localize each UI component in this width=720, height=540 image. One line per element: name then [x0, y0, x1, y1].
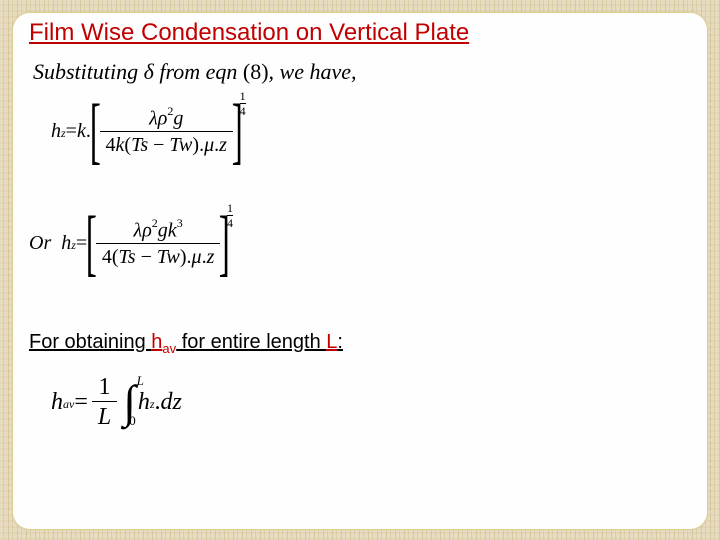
length-L: L	[326, 331, 337, 353]
body-mid: for entire length	[176, 331, 326, 353]
eq1-Ts: Ts	[131, 134, 148, 156]
body-line: For obtaining hav for entire length L:	[29, 331, 343, 356]
sub-suffix: , we have,	[269, 59, 357, 84]
eq2-4: 4	[102, 246, 112, 268]
eq2-or: Or	[29, 232, 51, 255]
eq2-exponent: 1 4	[227, 202, 233, 229]
eq3-dz: dz	[161, 389, 182, 416]
eq1-equals: =	[66, 120, 77, 143]
eq1-lhs-sub: z	[61, 126, 66, 141]
eq3-sub: av	[63, 397, 74, 412]
eq2-z: z	[207, 246, 215, 268]
eq2-lambda: λ	[134, 220, 143, 242]
equation-hav-integral: hav = 1 L ∫ L 0 hz.dz	[51, 375, 182, 429]
eq1-exponent: 1 4	[240, 90, 246, 117]
eq3-frac-den: L	[92, 401, 117, 429]
eq2-rho: ρ	[142, 220, 152, 242]
eq1-z: z	[219, 134, 227, 156]
eq1-den: 4k(Ts − Tw).μ.z	[100, 131, 233, 155]
eq1-fraction: λρ2g 4k(Ts − Tw).μ.z	[100, 107, 233, 155]
eq1-exp-den: 4	[240, 103, 246, 117]
hav-h: h	[151, 331, 162, 353]
eq2-mu: μ	[192, 246, 202, 268]
eq1-mu: μ	[204, 134, 214, 156]
integral-icon: ∫ L 0	[123, 384, 136, 421]
eq2-open: (	[112, 246, 119, 268]
eq2-den: 4(Ts − Tw).μ.z	[96, 243, 221, 267]
eq1-4: 4	[106, 134, 116, 156]
hav-sub: av	[162, 341, 176, 356]
substituting-line: Substituting δ from eqn (8), we have,	[33, 59, 357, 85]
eq1-num: λρ2g	[143, 107, 189, 131]
left-bracket-icon: [	[90, 101, 101, 161]
eq3-equals: =	[74, 389, 88, 416]
eq1-lhs-h: h	[51, 120, 61, 143]
eq2-close: )	[180, 246, 187, 268]
slide-card: Film Wise Condensation on Vertical Plate…	[12, 12, 708, 530]
body-pre: For obtaining	[29, 331, 151, 353]
eqn-ref: (8)	[243, 59, 269, 84]
hav-symbol: hav	[151, 331, 176, 353]
int-upper: L	[137, 376, 144, 386]
eq3-hz-h: h	[138, 389, 150, 416]
eq2-exp-num: 1	[227, 202, 233, 215]
eq2-lhs-h: h	[61, 232, 71, 255]
eq1-minus: −	[148, 134, 169, 156]
eq2-minus: −	[136, 246, 157, 268]
eq1-rho: ρ	[158, 108, 168, 130]
delta-symbol: δ	[144, 59, 154, 84]
equation-hz-first: hz = k. [ λρ2g 4k(Ts − Tw).μ.z ] 1 4	[51, 101, 246, 161]
eq2-rho-exp: 2	[152, 216, 158, 230]
eq1-rho-exp: 2	[167, 104, 173, 118]
eq3-hz-sub: z	[150, 397, 155, 412]
eq2-exp-den: 4	[227, 215, 233, 229]
slide-title: Film Wise Condensation on Vertical Plate	[29, 19, 469, 47]
sub-prefix: Substituting	[33, 59, 144, 84]
eq1-lambda: λ	[149, 108, 158, 130]
eq2-Tw: Tw	[157, 246, 180, 268]
eq2-num: λρ2gk3	[128, 219, 189, 243]
eq2-k: k	[168, 220, 177, 242]
eq2-k-exp: 3	[177, 216, 183, 230]
eq3-h: h	[51, 389, 63, 416]
eq2-g: g	[158, 220, 168, 242]
eq3-frac: 1 L	[92, 375, 117, 429]
equation-hz-second: Or hz = [ λρ2gk3 4(Ts − Tw).μ.z ] 1 4	[29, 213, 233, 273]
eq1-k: k	[77, 120, 86, 143]
eq2-fraction: λρ2gk3 4(Ts − Tw).μ.z	[96, 219, 221, 267]
eq2-Ts: Ts	[119, 246, 136, 268]
eq2-lhs-sub: z	[71, 238, 76, 253]
eq1-exp-num: 1	[240, 90, 246, 103]
eq1-g: g	[173, 108, 183, 130]
eq1-Tw: Tw	[169, 134, 192, 156]
left-bracket-icon: [	[86, 213, 97, 273]
sub-mid: from eqn	[154, 59, 243, 84]
body-post: :	[337, 331, 343, 353]
eq3-frac-num: 1	[93, 375, 117, 401]
int-lower: 0	[129, 416, 136, 426]
